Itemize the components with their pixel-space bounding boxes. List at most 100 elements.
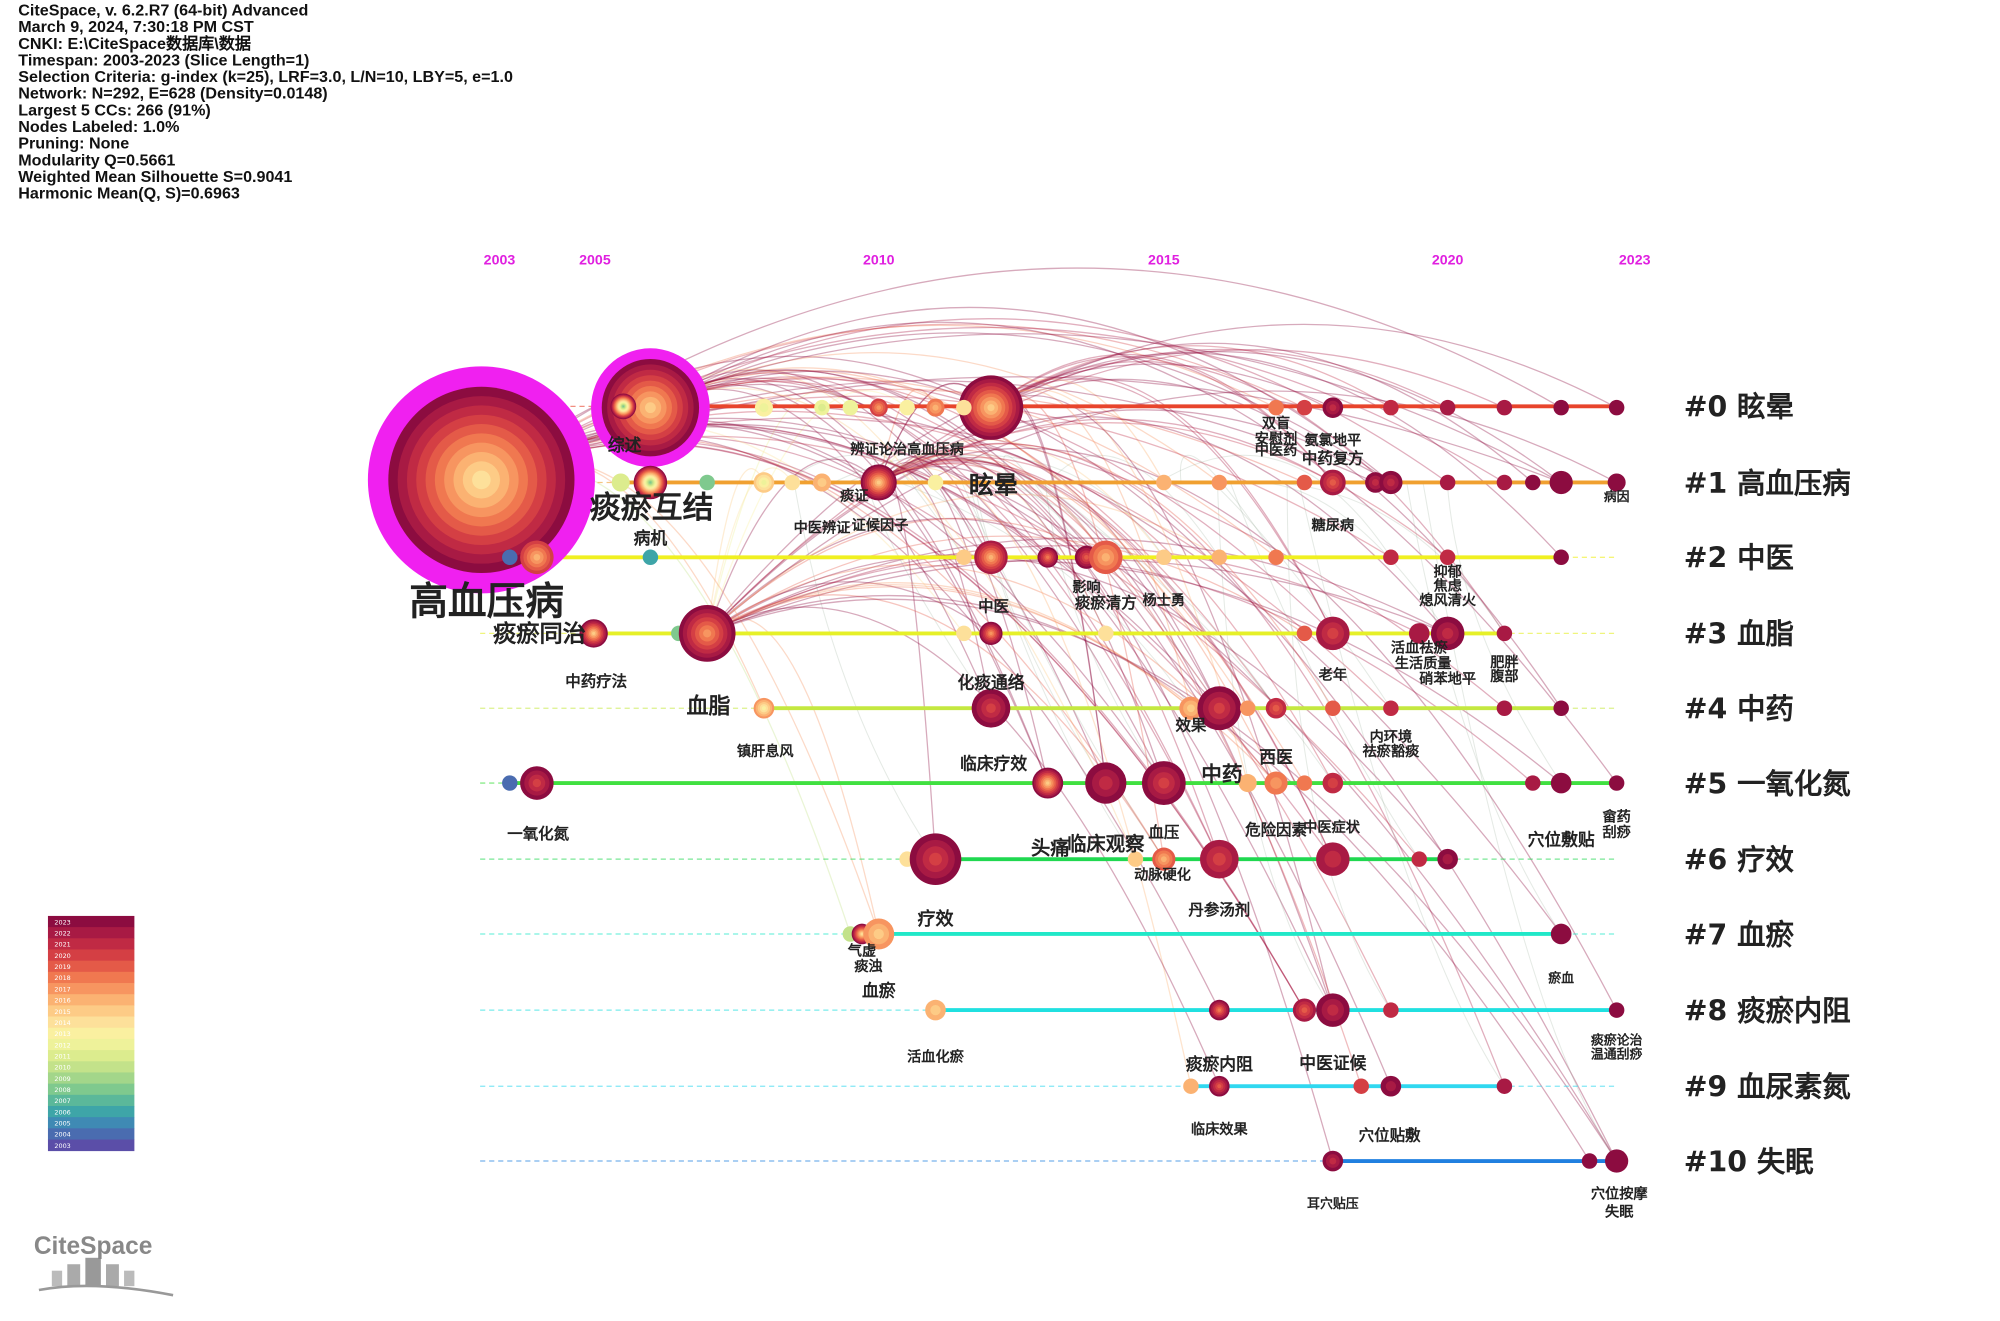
legend-label: 2021	[54, 941, 70, 949]
node	[520, 540, 554, 575]
legend-swatch	[47, 1061, 135, 1073]
node	[1553, 549, 1569, 566]
node-label: 氨氯地平	[1304, 432, 1361, 449]
node-label: 痰浊	[854, 958, 882, 975]
node-label: 温通刮痧	[1591, 1046, 1643, 1062]
node	[1085, 762, 1127, 804]
year-label: 2015	[1148, 252, 1180, 268]
node-ring	[1211, 474, 1228, 491]
node-label: 熄风清火	[1419, 592, 1477, 609]
node-ring	[1439, 399, 1456, 416]
link-arc	[481, 434, 1220, 1011]
node-ring	[1238, 774, 1257, 793]
link-arc	[650, 377, 1049, 784]
link-curve	[973, 482, 1107, 784]
node-ring	[784, 474, 801, 491]
link-curve	[1286, 482, 1392, 1011]
node	[1238, 774, 1257, 793]
legend-swatch	[47, 1083, 135, 1096]
node-ring	[1270, 777, 1282, 789]
node	[1550, 772, 1572, 794]
node-label: 耳穴贴压	[1307, 1196, 1359, 1212]
node-ring	[932, 404, 939, 411]
link-arc	[706, 467, 793, 634]
node-label: 生活质量	[1395, 655, 1452, 672]
legend-label: 2015	[54, 1008, 70, 1016]
node-label: 痰瘀清方	[1075, 593, 1137, 612]
node-ring	[1496, 700, 1513, 716]
node	[1316, 842, 1350, 876]
node	[1127, 851, 1144, 867]
link-arc	[990, 345, 1392, 409]
node-label: 痰证	[840, 487, 868, 504]
node-ring	[1156, 474, 1172, 491]
node-ring	[956, 399, 972, 416]
node-ring	[1550, 923, 1572, 945]
node-ring	[1383, 399, 1399, 416]
node-ring	[1327, 627, 1339, 639]
link-arc	[650, 372, 1220, 860]
legend-label: 2022	[54, 929, 70, 937]
node	[1411, 851, 1428, 867]
link-arc	[706, 598, 1618, 1162]
link-arc	[650, 380, 1220, 860]
link-arc	[706, 560, 1562, 784]
link-curve	[1041, 482, 1334, 784]
node-label: 中医症状	[1303, 819, 1361, 836]
node	[1379, 470, 1403, 495]
link-curve	[1179, 454, 1277, 558]
node-ring	[644, 402, 656, 414]
node-label: 杨士勇	[1143, 592, 1186, 609]
link-curve	[968, 482, 1136, 860]
node-label: 疗效	[917, 908, 954, 930]
node	[899, 399, 915, 416]
legend-label: 2020	[54, 952, 70, 960]
link-arc	[990, 323, 1617, 409]
link-curve	[1016, 482, 1220, 709]
node	[1032, 767, 1064, 799]
node-ring	[1268, 399, 1284, 416]
node-ring	[956, 549, 972, 566]
header-line: Nodes Labeled: 1.0%	[18, 118, 179, 136]
node-ring	[472, 470, 491, 490]
node-ring	[1296, 399, 1313, 416]
node	[1197, 686, 1242, 731]
node	[1098, 625, 1114, 642]
node-label: 综述	[608, 435, 642, 455]
logo-bar	[124, 1270, 135, 1287]
legend-label: 2010	[54, 1064, 70, 1072]
node-ring	[1324, 850, 1342, 868]
header-line: Timespan: 2003-2023 (Slice Length=1)	[18, 51, 309, 69]
node-ring	[1098, 776, 1113, 790]
link-arc	[878, 422, 1449, 558]
node	[520, 766, 554, 800]
link-arc	[990, 356, 1334, 483]
legend-label: 2006	[54, 1108, 70, 1116]
node-ring	[649, 481, 652, 484]
node	[1322, 772, 1344, 794]
cluster-label: #2 中医	[1684, 542, 1794, 575]
legend-swatch	[47, 938, 135, 950]
legend-swatch	[47, 1072, 135, 1085]
legend-label: 2014	[54, 1019, 70, 1027]
logo-base	[38, 1284, 174, 1297]
node	[1581, 1153, 1598, 1169]
cluster-label: #8 痰瘀内阻	[1684, 994, 1851, 1027]
node	[753, 472, 775, 493]
node	[1296, 625, 1313, 642]
cluster-label: #9 血尿素氮	[1684, 1071, 1852, 1104]
nodes-layer	[367, 348, 1629, 1173]
node-ring	[817, 477, 827, 487]
legend-swatch	[47, 1050, 135, 1062]
node-ring	[1158, 777, 1170, 789]
link-curve	[899, 481, 1192, 709]
node	[1608, 1002, 1625, 1018]
link-arc	[706, 418, 1334, 634]
legend-swatch	[47, 1005, 135, 1017]
node	[1605, 1149, 1629, 1173]
node-label: 影响	[1072, 579, 1100, 596]
node-ring	[988, 554, 994, 560]
node-ring	[1442, 854, 1453, 865]
legend-swatch	[47, 1038, 135, 1051]
